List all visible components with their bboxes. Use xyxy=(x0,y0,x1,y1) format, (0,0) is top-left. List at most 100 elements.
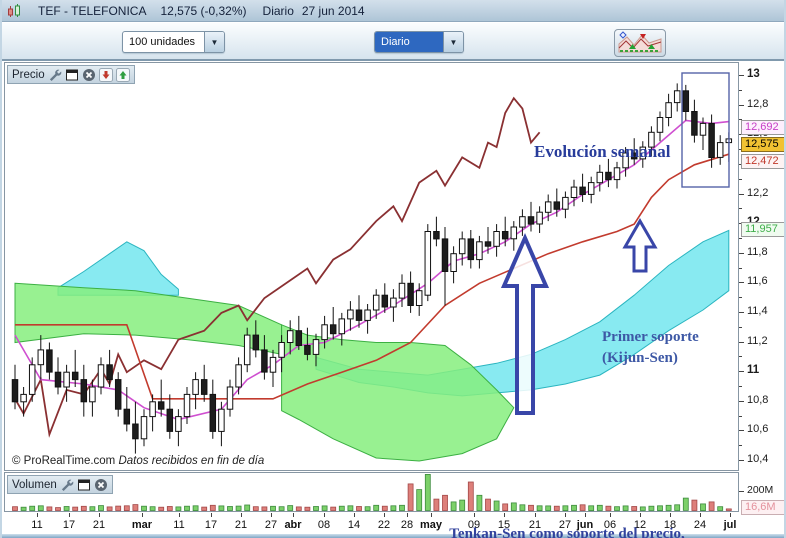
price-axis-tick xyxy=(739,430,744,432)
trading-signals-button[interactable] xyxy=(614,29,666,57)
scroll-down-icon[interactable] xyxy=(98,67,113,82)
timeframe-dropdown[interactable]: Diario ▼ xyxy=(374,31,464,53)
kijun-price-tag: 12,472 xyxy=(741,154,784,169)
volume-axis-label: 200M xyxy=(747,484,774,496)
time-axis-tick xyxy=(99,513,100,517)
price-axis-tick xyxy=(739,356,742,358)
price-chart-panel: Precio Evolución semanal Primer soporte … xyxy=(4,62,739,538)
price-axis-label: 10,8 xyxy=(747,393,769,406)
price-axis-tick xyxy=(739,371,744,373)
annotation-first-support-line2: (Kijun-Sen) xyxy=(602,350,678,366)
price-axis-label: 12,2 xyxy=(747,186,769,199)
time-axis-label: may xyxy=(419,519,443,531)
time-axis-label: 09 xyxy=(467,519,481,531)
volume-axis-tick xyxy=(739,491,744,492)
timeframe-dropdown-value: Diario xyxy=(375,32,443,52)
timeframe-dropdown-button[interactable]: ▼ xyxy=(443,32,463,52)
price-axis-label: 11 xyxy=(747,364,760,377)
annotation-first-support-line1: Primer soporte xyxy=(602,329,699,345)
price-axis-tick xyxy=(739,104,744,106)
signals-chart-icon xyxy=(618,30,662,56)
time-axis-label: 11 xyxy=(31,519,43,531)
window-bottom-edge xyxy=(2,534,784,538)
units-dropdown-button[interactable]: ▼ xyxy=(204,32,224,52)
wrench-icon[interactable] xyxy=(48,68,62,82)
window-icon[interactable] xyxy=(77,478,91,492)
time-axis-tick xyxy=(700,513,701,517)
time-axis-tick xyxy=(37,513,38,517)
price-axis-tick xyxy=(739,89,742,91)
price-axis-tick xyxy=(739,75,744,76)
time-axis-tick xyxy=(535,513,536,517)
tenkan-arrow xyxy=(500,233,550,415)
time-axis-label: 24 xyxy=(693,519,707,531)
time-axis-tick xyxy=(565,513,566,517)
time-axis-tick xyxy=(293,513,294,517)
time-axis: 11 17 21 mar 11 17 21 27 abr 08 14 22 28 may 09 15 21 27 j… xyxy=(4,513,739,534)
window-icon[interactable] xyxy=(65,68,79,82)
close-icon[interactable] xyxy=(82,68,96,82)
volume-tag: 16,6M xyxy=(741,500,784,515)
time-axis-tick xyxy=(69,513,70,517)
senkou-price-tag: 11,957 xyxy=(741,222,784,237)
price-axis-tick xyxy=(739,193,744,195)
time-axis-tick xyxy=(504,513,505,517)
price-chart-plot[interactable] xyxy=(5,63,738,470)
kijun-arrow xyxy=(622,217,658,273)
time-axis-label: 11 xyxy=(173,519,185,531)
wrench-icon[interactable] xyxy=(60,478,74,492)
time-axis-tick xyxy=(474,513,475,517)
time-axis-label: mar xyxy=(131,519,153,531)
chevron-down-icon: ▼ xyxy=(210,37,219,47)
price-axis-tick xyxy=(739,460,744,461)
time-axis-label: 28 xyxy=(400,519,414,531)
price-axis-label: 11,2 xyxy=(747,334,768,347)
volume-plot[interactable] xyxy=(5,473,738,511)
copyright-label: © ProRealTime.com xyxy=(12,455,116,467)
price-axis-tick xyxy=(739,400,744,402)
price-axis-tick xyxy=(739,445,742,447)
annotation-tenkan-support: Tenkan-Sen como soporte del precio, que … xyxy=(421,484,713,538)
time-axis-tick xyxy=(142,513,143,517)
price-axis-tick xyxy=(739,119,742,121)
time-axis-label: 15 xyxy=(497,519,511,531)
data-note: Datos recibidos en fin de día xyxy=(118,455,265,467)
time-axis-label: jul xyxy=(723,519,737,531)
price-axis-tick xyxy=(739,237,742,239)
time-axis-tick xyxy=(354,513,355,517)
scroll-up-icon[interactable] xyxy=(115,67,130,82)
last-quote: 12,575 (-0,32%) xyxy=(160,3,247,18)
kijun-line xyxy=(15,153,730,400)
cloud-green-left xyxy=(14,282,283,356)
time-axis-tick xyxy=(271,513,272,517)
tenkan-price-tag: 12,692 xyxy=(741,120,784,135)
time-axis-label: 14 xyxy=(347,519,361,531)
price-axis-tick xyxy=(739,252,744,254)
time-axis-label: 27 xyxy=(264,519,278,531)
time-axis-label: abr xyxy=(284,519,302,531)
price-axis-label: 11,6 xyxy=(747,275,768,288)
time-axis-tick xyxy=(407,513,408,517)
time-axis-label: 21 xyxy=(92,519,106,531)
highlight-rectangle xyxy=(681,72,730,188)
last-price-tag: 12,575 xyxy=(741,137,784,152)
price-axis-tick xyxy=(739,149,742,150)
units-dropdown[interactable]: 100 unidades ▼ xyxy=(122,31,225,53)
price-axis-tick xyxy=(739,341,744,343)
cloud-green-main xyxy=(281,324,515,462)
annotation-tenkan-line1: Tenkan-Sen como soporte del precio, xyxy=(449,526,685,538)
price-axis-tick xyxy=(739,282,744,284)
time-axis-label: 21 xyxy=(234,519,248,531)
volume-axis: 200M xyxy=(739,472,784,534)
price-axis-tick xyxy=(739,267,742,269)
price-axis-label: 12,8 xyxy=(747,97,769,110)
candlestick-logo-icon xyxy=(6,3,24,19)
title-bar: TEF - TELEFONICA 12,575 (-0,32%) Diario … xyxy=(2,0,784,22)
time-axis-label: 17 xyxy=(62,519,76,531)
price-axis-label: 10,6 xyxy=(747,423,769,436)
time-axis-label: 06 xyxy=(603,519,617,531)
time-axis-tick xyxy=(670,513,671,517)
close-icon[interactable] xyxy=(94,478,108,492)
time-axis-label: 08 xyxy=(317,519,331,531)
